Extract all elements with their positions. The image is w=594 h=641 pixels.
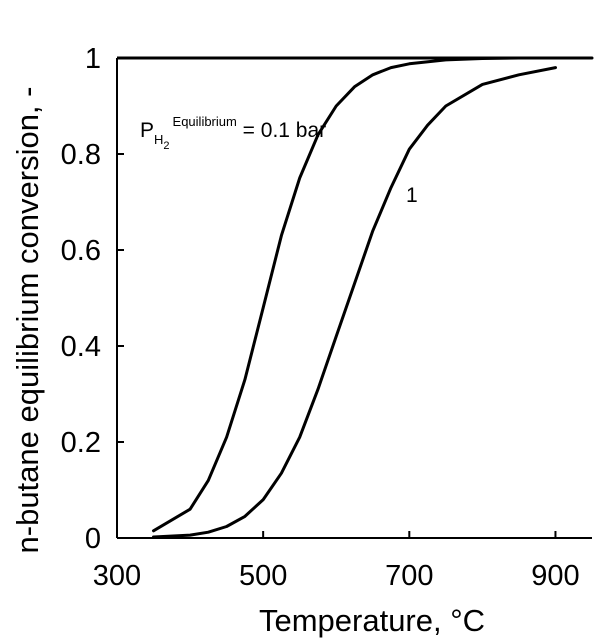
x-tick-label: 300 — [93, 560, 141, 592]
y-tick-label: 0.8 — [61, 139, 101, 171]
y-axis-title: n-butane equilibrium conversion, - — [10, 87, 45, 554]
y-tick-label: 0 — [85, 523, 101, 555]
series-line-2 — [152, 66, 557, 539]
y-tick-label: 1 — [85, 43, 101, 75]
series-1-label-subsub: 2 — [163, 140, 169, 152]
x-tick-label: 900 — [531, 560, 579, 592]
series-1-label-rest: = 0.1 bar — [237, 119, 326, 142]
series-1-label: PH2 Equilibrium = 0.1 bar — [140, 114, 326, 152]
series-1-label-main: P — [140, 119, 154, 142]
series-group — [152, 56, 594, 539]
x-axis-title: Temperature, °C — [259, 603, 485, 638]
y-tick-label: 0.6 — [61, 235, 101, 267]
y-tick-label: 0.4 — [61, 331, 101, 363]
series-line-1 — [152, 56, 594, 533]
series-2-label: 1 — [406, 184, 418, 207]
y-tick-label: 0.2 — [61, 427, 101, 459]
x-tick-label: 500 — [239, 560, 287, 592]
y-ticks: 0 0.2 0.4 0.6 0.8 1 — [61, 43, 124, 555]
series-1-label-sub: H — [154, 132, 163, 147]
x-tick-label: 700 — [385, 560, 433, 592]
series-1-label-sup: Equilibrium — [173, 114, 237, 129]
plot-frame — [116, 56, 592, 539]
x-ticks: 300 500 700 900 — [93, 531, 580, 592]
